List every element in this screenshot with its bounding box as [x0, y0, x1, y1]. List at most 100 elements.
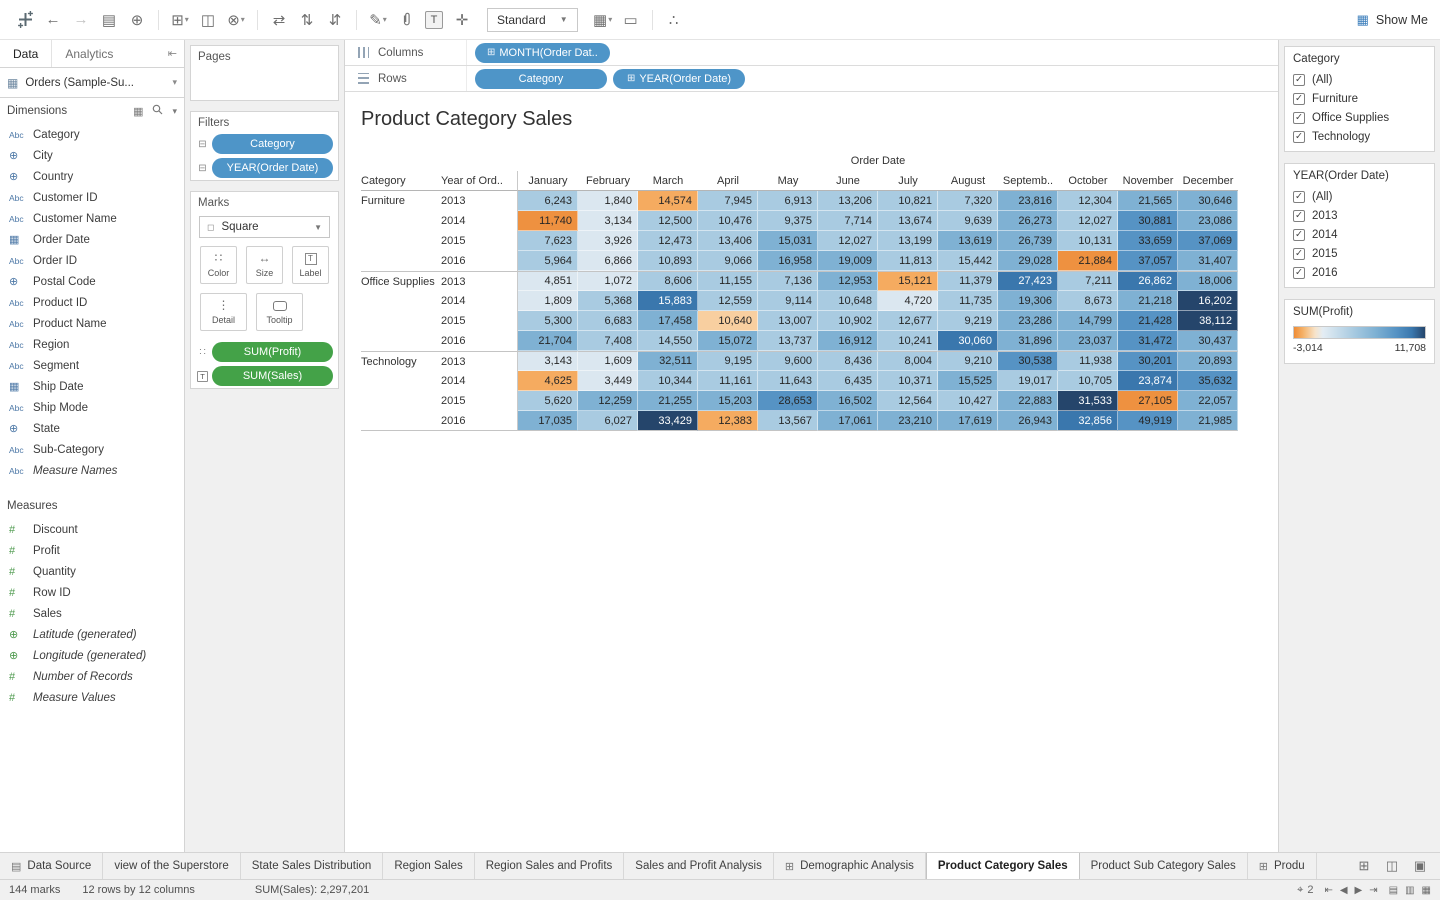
sales-cell[interactable]: 21,565 [1118, 191, 1178, 211]
sales-cell[interactable]: 19,017 [998, 371, 1058, 391]
sales-cell[interactable]: 11,735 [938, 291, 998, 311]
viz-canvas[interactable]: Product Category Sales Order Date Categor… [345, 92, 1278, 852]
sheet-tab-product-sub-category-sales[interactable]: Product Sub Category Sales [1080, 853, 1248, 879]
year-filter-all[interactable]: ✓ (All) [1285, 187, 1434, 206]
sales-cell[interactable]: 9,210 [938, 351, 998, 371]
row-header-year[interactable]: 2013 [441, 271, 518, 291]
share-button[interactable]: ∴ [668, 11, 679, 29]
show-tabs-button[interactable]: ▤ [1388, 884, 1399, 896]
sales-cell[interactable]: 13,406 [698, 231, 758, 251]
sales-cell[interactable]: 19,009 [818, 251, 878, 271]
measure-field-discount[interactable]: # Discount [0, 519, 184, 540]
row-header-year[interactable]: 2016 [441, 331, 518, 351]
sales-cell[interactable]: 12,559 [698, 291, 758, 311]
sales-cell[interactable]: 10,821 [878, 191, 938, 211]
month-column-header[interactable]: July [878, 171, 938, 191]
row-header-year[interactable]: 2016 [441, 411, 518, 431]
sales-cell[interactable]: 15,525 [938, 371, 998, 391]
sales-cell[interactable]: 20,893 [1178, 351, 1238, 371]
sales-cell[interactable]: 17,458 [638, 311, 698, 331]
sheet-tab-view-of-the-superstore[interactable]: view of the Superstore [103, 853, 241, 879]
tab-analytics[interactable]: Analytics [51, 40, 126, 67]
sales-cell[interactable]: 12,473 [638, 231, 698, 251]
new-dashboard-tab-button[interactable]: ◫ [1385, 858, 1399, 873]
sales-cell[interactable]: 12,500 [638, 211, 698, 231]
sales-cell[interactable]: 9,375 [758, 211, 818, 231]
sales-cell[interactable]: 26,862 [1118, 271, 1178, 291]
sales-cell[interactable]: 12,027 [818, 231, 878, 251]
new-datasource-button[interactable]: ⊕ [130, 11, 144, 29]
pane-menu-icon[interactable]: ▾ [172, 105, 177, 116]
sales-cell[interactable]: 9,639 [938, 211, 998, 231]
dimension-field-state[interactable]: ⊕ State [0, 418, 184, 439]
sales-cell[interactable]: 12,953 [818, 271, 878, 291]
sales-cell[interactable]: 3,926 [578, 231, 638, 251]
fix-axes-button[interactable]: ✛ [455, 11, 469, 29]
sales-cell[interactable]: 6,243 [518, 191, 578, 211]
sales-cell[interactable]: 1,809 [518, 291, 578, 311]
checkbox-checked[interactable]: ✓ [1293, 190, 1305, 203]
sales-cell[interactable]: 12,383 [698, 411, 758, 431]
dimension-field-order-id[interactable]: Abc Order ID [0, 250, 184, 271]
sales-cell[interactable]: 37,069 [1178, 231, 1238, 251]
pill-sum-profit[interactable]: SUM(Profit) [212, 342, 333, 362]
sales-cell[interactable]: 15,442 [938, 251, 998, 271]
sales-cell[interactable]: 23,037 [1058, 331, 1118, 351]
sales-cell[interactable]: 11,813 [878, 251, 938, 271]
sales-cell[interactable]: 35,632 [1178, 371, 1238, 391]
month-column-header[interactable]: January [518, 171, 578, 191]
search-icon[interactable] [152, 104, 163, 118]
dimension-field-postal-code[interactable]: ⊕ Postal Code [0, 271, 184, 292]
sales-cell[interactable]: 6,913 [758, 191, 818, 211]
sales-cell[interactable]: 1,840 [578, 191, 638, 211]
year-filter-2016[interactable]: ✓ 2016 [1285, 263, 1434, 282]
month-column-header[interactable]: Septemb.. [998, 171, 1058, 191]
dimension-field-country[interactable]: ⊕ Country [0, 166, 184, 187]
previous-page-button[interactable]: ◀ [1339, 884, 1348, 896]
sheet-tab-region-sales-and-profits[interactable]: Region Sales and Profits [475, 853, 625, 879]
last-page-button[interactable]: ⇥ [1369, 884, 1378, 896]
dimension-field-sub-category[interactable]: Abc Sub-Category [0, 439, 184, 460]
row-header-year[interactable]: 2014 [441, 211, 518, 231]
sales-cell[interactable]: 30,060 [938, 331, 998, 351]
sales-cell[interactable]: 12,304 [1058, 191, 1118, 211]
sales-cell[interactable]: 13,199 [878, 231, 938, 251]
sales-cell[interactable]: 11,161 [698, 371, 758, 391]
sales-cell[interactable]: 8,004 [878, 351, 938, 371]
dimension-field-segment[interactable]: Abc Segment [0, 355, 184, 376]
sales-cell[interactable]: 22,057 [1178, 391, 1238, 411]
sales-cell[interactable]: 12,259 [578, 391, 638, 411]
sales-cell[interactable]: 37,057 [1118, 251, 1178, 271]
sales-cell[interactable]: 13,737 [758, 331, 818, 351]
undo-button[interactable]: ← [45, 11, 61, 28]
row-header-year[interactable]: 2015 [441, 311, 518, 331]
new-story-tab-button[interactable]: ▣ [1413, 858, 1427, 873]
chevron-down-icon[interactable]: ▾ [172, 77, 177, 87]
checkbox-checked[interactable]: ✓ [1293, 92, 1305, 105]
show-me-button[interactable]: ▦ Show Me [1357, 12, 1428, 28]
label-button[interactable]: T Label [292, 246, 329, 284]
sales-cell[interactable]: 7,945 [698, 191, 758, 211]
sales-cell[interactable]: 38,112 [1178, 311, 1238, 331]
save-button[interactable]: ▤ [101, 11, 117, 29]
measure-field-profit[interactable]: # Profit [0, 540, 184, 561]
sales-cell[interactable]: 18,006 [1178, 271, 1238, 291]
sales-cell[interactable]: 33,429 [638, 411, 698, 431]
sales-cell[interactable]: 12,677 [878, 311, 938, 331]
mark-type-dropdown[interactable]: ◻ Square ▼ [199, 216, 330, 238]
sales-cell[interactable]: 10,648 [818, 291, 878, 311]
color-legend-gradient[interactable] [1293, 326, 1426, 339]
sales-cell[interactable]: 10,893 [638, 251, 698, 271]
month-column-header[interactable]: June [818, 171, 878, 191]
sales-cell[interactable]: 19,306 [998, 291, 1058, 311]
sales-cell[interactable]: 30,646 [1178, 191, 1238, 211]
detail-button[interactable]: ⋮ Detail [200, 293, 247, 331]
sales-cell[interactable]: 9,600 [758, 351, 818, 371]
row-header-year[interactable]: 2014 [441, 291, 518, 311]
sales-cell[interactable]: 3,134 [578, 211, 638, 231]
year-column-header[interactable]: Year of Ord.. [441, 171, 518, 191]
category-filter-furniture[interactable]: ✓ Furniture [1285, 89, 1434, 108]
sheet-tab-sales-and-profit-analysis[interactable]: Sales and Profit Analysis [624, 853, 774, 879]
month-column-header[interactable]: May [758, 171, 818, 191]
year-filter-2014[interactable]: ✓ 2014 [1285, 225, 1434, 244]
